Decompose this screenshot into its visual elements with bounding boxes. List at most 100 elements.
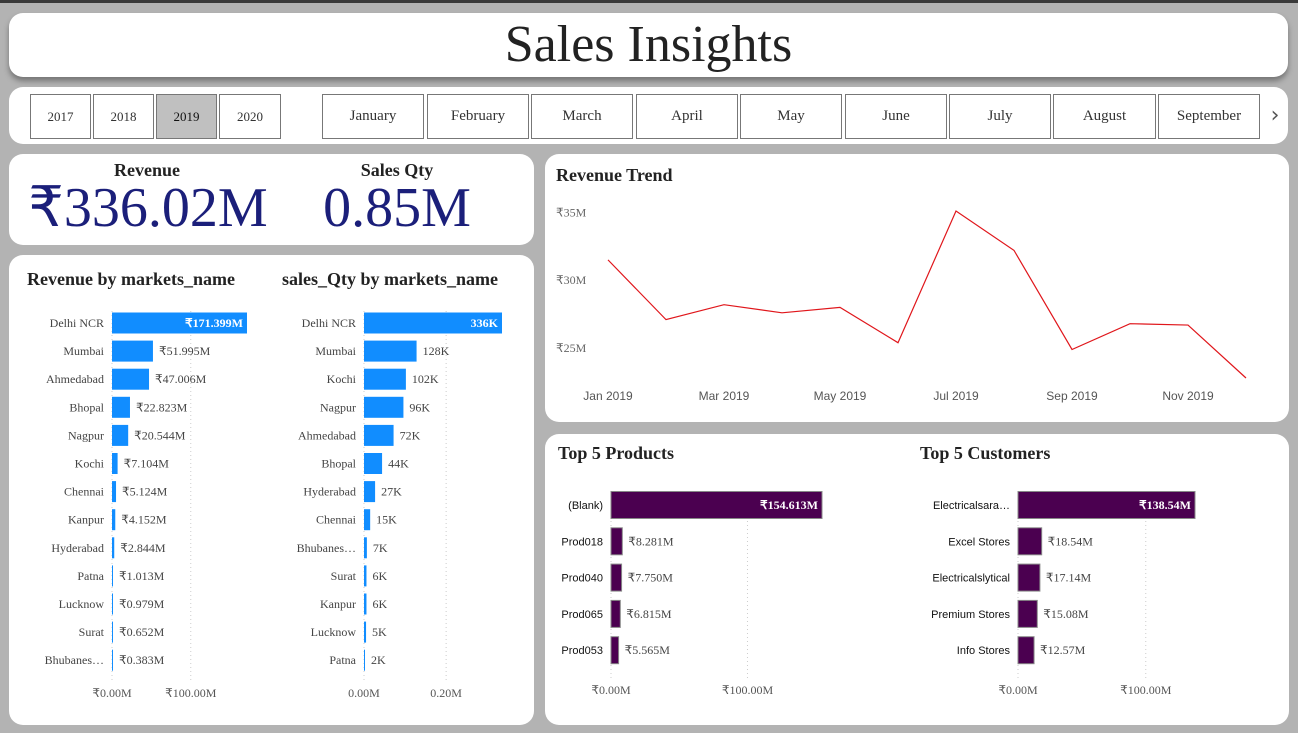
y-tick-label: ₹25M	[556, 341, 587, 355]
trend-point[interactable]	[836, 303, 844, 311]
data-label: ₹20.544M	[134, 428, 186, 442]
bar[interactable]	[610, 563, 623, 592]
trend-point[interactable]	[720, 301, 728, 309]
category-label: Nagpur	[320, 400, 356, 414]
category-label: Bhopal	[69, 400, 104, 414]
trend-point[interactable]	[1068, 345, 1076, 353]
top5-card: Top 5 Products Top 5 Customers (Blank) ₹1…	[545, 434, 1289, 725]
x-tick-label: ₹0.00M	[591, 683, 631, 697]
bar[interactable]	[364, 621, 367, 643]
bar[interactable]	[364, 396, 404, 418]
bar[interactable]	[364, 565, 367, 587]
bar[interactable]	[610, 599, 621, 628]
year-button-2018[interactable]: 2018	[93, 94, 154, 139]
bar[interactable]	[364, 593, 367, 615]
data-label: ₹171.399M	[185, 316, 243, 330]
bar[interactable]	[112, 368, 150, 390]
bar[interactable]	[1017, 527, 1043, 556]
trend-point[interactable]	[1126, 320, 1134, 328]
category-label: Patna	[329, 653, 356, 667]
year-button-2017[interactable]: 2017	[30, 94, 91, 139]
bar[interactable]	[112, 396, 130, 418]
month-button-july[interactable]: July	[949, 94, 1051, 139]
month-button-may[interactable]: May	[740, 94, 842, 139]
data-label: ₹51.995M	[159, 344, 211, 358]
category-label: Kochi	[75, 457, 105, 471]
category-label: Prod018	[561, 536, 603, 548]
category-label: Surat	[331, 569, 357, 583]
category-label: Info Stores	[957, 645, 1011, 657]
data-label: ₹2.844M	[120, 541, 166, 555]
trend-point[interactable]	[778, 309, 786, 317]
bar[interactable]	[610, 636, 620, 665]
bar[interactable]	[364, 509, 371, 531]
qty-kpi-value: 0.85M	[323, 177, 471, 239]
bar[interactable]	[1017, 491, 1196, 519]
category-label: Ahmedabad	[46, 372, 104, 386]
bar[interactable]	[610, 527, 623, 556]
trend-point[interactable]	[952, 207, 960, 215]
bar[interactable]	[112, 481, 117, 503]
trend-point[interactable]	[604, 256, 612, 264]
data-label: 7K	[373, 541, 388, 555]
x-tick-label: Jul 2019	[933, 389, 979, 403]
data-label: 96K	[409, 400, 430, 414]
trend-point[interactable]	[1010, 246, 1018, 254]
bar[interactable]	[112, 424, 129, 446]
bar[interactable]	[364, 424, 394, 446]
year-button-2019[interactable]: 2019	[156, 94, 217, 139]
bar[interactable]	[364, 537, 367, 559]
category-label: Prod065	[561, 609, 603, 621]
category-label: Kochi	[327, 372, 357, 386]
bar[interactable]	[112, 537, 115, 559]
category-label: Patna	[77, 569, 104, 583]
bar[interactable]	[1017, 563, 1041, 592]
bar[interactable]	[112, 509, 116, 531]
trend-point[interactable]	[662, 316, 670, 324]
top-border	[0, 0, 1298, 3]
data-label: ₹7.750M	[628, 571, 674, 585]
x-tick-label: 0.00M	[348, 686, 380, 700]
revenue-trend-line[interactable]	[607, 210, 1247, 379]
month-button-january[interactable]: January	[322, 94, 424, 139]
bar[interactable]	[112, 453, 118, 474]
year-button-2020[interactable]: 2020	[219, 94, 281, 139]
trend-point[interactable]	[1242, 374, 1250, 382]
month-button-april[interactable]: April	[636, 94, 738, 139]
category-label: Delhi NCR	[50, 316, 104, 330]
bar[interactable]	[610, 491, 823, 519]
data-label: ₹18.54M	[1048, 534, 1094, 548]
month-button-february[interactable]: February	[427, 94, 529, 139]
month-button-august[interactable]: August	[1053, 94, 1156, 139]
month-button-june[interactable]: June	[845, 94, 947, 139]
category-label: Mumbai	[315, 344, 356, 358]
trend-point[interactable]	[894, 339, 902, 347]
category-label: Lucknow	[311, 625, 357, 639]
bar[interactable]	[112, 312, 247, 334]
month-button-march[interactable]: March	[531, 94, 633, 139]
bar[interactable]	[112, 593, 113, 615]
bar[interactable]	[1017, 636, 1035, 665]
bar[interactable]	[364, 312, 502, 334]
trend-card: Revenue Trend ₹25M ₹30M ₹35M Jan 2019 Mar 20…	[545, 154, 1289, 422]
data-label: ₹47.006M	[155, 372, 207, 386]
markets-card: Revenue by markets_name sales_Qty by mar…	[9, 255, 534, 725]
bar[interactable]	[1017, 599, 1038, 628]
bar[interactable]	[364, 453, 383, 474]
markets-bar-charts: Delhi NCR ₹171.399M Mumbai ₹51.995M Ahmedaba…	[45, 311, 502, 700]
bar[interactable]	[364, 481, 376, 503]
chevron-right-icon[interactable]: ›	[1270, 103, 1280, 128]
trend-point[interactable]	[1184, 321, 1192, 329]
bar[interactable]	[112, 340, 153, 362]
bar[interactable]	[112, 621, 113, 643]
bar[interactable]	[112, 649, 113, 671]
bar[interactable]	[364, 340, 417, 362]
bar[interactable]	[364, 649, 365, 671]
bar[interactable]	[112, 565, 113, 587]
qty-kpi-label: Sales Qty	[360, 160, 434, 180]
category-label: Kanpur	[68, 513, 104, 527]
bar[interactable]	[364, 368, 406, 390]
data-label: 102K	[412, 372, 439, 386]
month-button-september[interactable]: September	[1158, 94, 1260, 139]
data-label: 6K	[372, 569, 387, 583]
